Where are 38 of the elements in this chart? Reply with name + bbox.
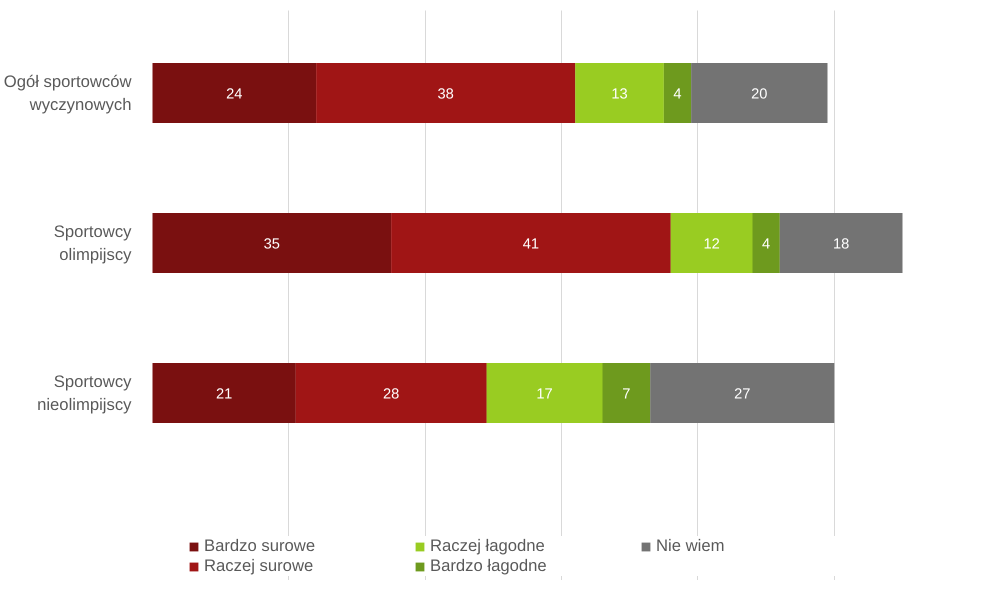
data-label: 41 xyxy=(522,236,540,252)
bar xyxy=(780,213,902,273)
bar xyxy=(296,363,487,423)
data-label: 24 xyxy=(226,86,242,102)
bar xyxy=(486,363,602,423)
bar xyxy=(575,63,664,123)
bar xyxy=(650,363,834,423)
data-label: 12 xyxy=(703,236,720,252)
bar xyxy=(691,63,828,123)
bar xyxy=(316,63,576,123)
bar xyxy=(602,363,650,423)
legend-label: Nie wiem xyxy=(656,536,726,556)
bar xyxy=(752,213,780,273)
data-label: 27 xyxy=(734,386,750,402)
bar xyxy=(670,213,752,273)
bar xyxy=(664,63,692,123)
data-label: 17 xyxy=(536,386,553,402)
data-label: 7 xyxy=(622,386,630,402)
data-label: 28 xyxy=(382,386,400,402)
y-tick-label: Ogół sportowców wyczynowych xyxy=(4,72,132,114)
data-label: 4 xyxy=(673,86,682,102)
data-label: 38 xyxy=(438,86,454,102)
data-label: 4 xyxy=(762,236,770,252)
data-label: 13 xyxy=(611,86,628,102)
bar xyxy=(152,363,296,423)
bar xyxy=(152,213,392,273)
bar xyxy=(152,63,316,123)
bar xyxy=(391,213,671,273)
legend-label: Raczej łagodne xyxy=(430,536,546,556)
data-label: 35 xyxy=(264,236,280,252)
legend-label: Bardzo łagodne xyxy=(430,556,548,576)
y-tick-label: Sportowcy olimpijscy xyxy=(54,222,132,264)
data-label: 18 xyxy=(832,236,850,252)
legend-label: Bardzo surowe xyxy=(204,536,316,556)
data-label: 21 xyxy=(216,386,232,402)
data-label: 20 xyxy=(751,86,768,102)
legend-label: Raczej surowe xyxy=(204,556,314,576)
y-tick-label: Sportowcy nieolimpijscy xyxy=(37,372,132,414)
